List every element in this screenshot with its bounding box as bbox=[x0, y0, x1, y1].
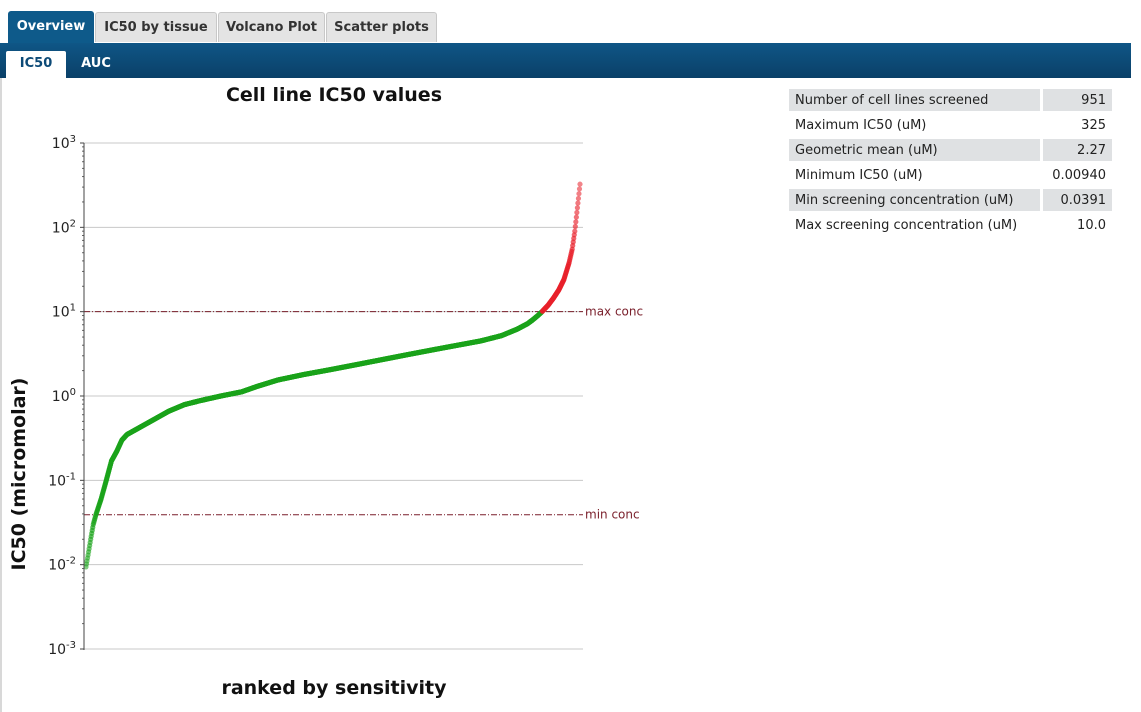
data-point bbox=[577, 181, 583, 187]
stats-label: Number of cell lines screened bbox=[789, 89, 1040, 111]
y-tick-exponent: -3 bbox=[66, 640, 76, 651]
stats-row: Max screening concentration (uM) 10.0 bbox=[789, 214, 1112, 236]
y-axis-label: IC50 (micromolar) bbox=[8, 378, 30, 571]
x-axis-label: ranked by sensitivity bbox=[221, 677, 447, 699]
y-tick-label: 102 bbox=[52, 218, 76, 236]
main-tabs: Overview IC50 by tissue Volcano Plot Sca… bbox=[0, 0, 1141, 44]
y-tick-base: 10 bbox=[52, 305, 70, 321]
data-point bbox=[574, 205, 581, 211]
y-tick-base: 10 bbox=[48, 473, 66, 489]
stats-row: Maximum IC50 (uM) 325 bbox=[789, 114, 1112, 136]
stats-table: Number of cell lines screened 951 Maximum … bbox=[789, 86, 1112, 239]
data-point bbox=[576, 191, 582, 197]
data-points bbox=[83, 181, 583, 570]
stats-value: 2.27 bbox=[1040, 139, 1112, 161]
subtab-bar: IC50 AUC bbox=[0, 43, 1131, 78]
y-tick-exponent: -2 bbox=[66, 556, 76, 567]
tab-volcano-plot[interactable]: Volcano Plot bbox=[218, 12, 325, 42]
data-point bbox=[576, 186, 583, 192]
y-tick-exponent: 2 bbox=[70, 218, 76, 229]
y-tick-exponent: -1 bbox=[66, 471, 76, 482]
y-tick-exponent: 1 bbox=[70, 303, 76, 314]
tab-overview[interactable]: Overview bbox=[8, 11, 94, 44]
stats-value: 951 bbox=[1040, 89, 1112, 111]
stats-label: Minimum IC50 (uM) bbox=[795, 167, 923, 183]
y-tick-label: 10-1 bbox=[48, 471, 76, 489]
y-tick-label: 10-2 bbox=[48, 556, 76, 574]
reference-line-label: max conc bbox=[585, 305, 643, 319]
y-tick-base: 10 bbox=[48, 558, 66, 574]
y-tick-base: 10 bbox=[52, 136, 70, 152]
data-point bbox=[572, 228, 578, 234]
stats-label: Max screening concentration (uM) bbox=[795, 217, 1018, 233]
subtab-auc[interactable]: AUC bbox=[81, 56, 111, 71]
chart-title: Cell line IC50 values bbox=[226, 84, 442, 106]
stats-label: Geometric mean (uM) bbox=[789, 139, 1040, 161]
y-tick-label: 100 bbox=[52, 387, 76, 405]
stats-row: Number of cell lines screened 951 bbox=[789, 89, 1112, 111]
reference-line-label: min conc bbox=[585, 508, 640, 522]
y-tick-exponent: 3 bbox=[70, 134, 76, 145]
tab-ic50-by-tissue[interactable]: IC50 by tissue bbox=[95, 12, 217, 42]
content-border bbox=[0, 78, 2, 712]
tab-scatter-plots[interactable]: Scatter plots bbox=[326, 12, 437, 42]
data-point bbox=[575, 200, 581, 206]
y-tick-base: 10 bbox=[52, 389, 70, 405]
stats-value: 0.00940 bbox=[1040, 164, 1112, 186]
y-tick-label: 103 bbox=[52, 134, 76, 152]
stats-label: Min screening concentration (uM) bbox=[789, 189, 1040, 211]
stats-value: 0.0391 bbox=[1040, 189, 1112, 211]
stats-row: Geometric mean (uM) 2.27 bbox=[789, 139, 1112, 161]
y-tick-label: 10-3 bbox=[48, 640, 76, 658]
y-tick-label: 101 bbox=[52, 303, 76, 321]
stats-value: 325 bbox=[1040, 114, 1112, 136]
stats-row: Min screening concentration (uM) 0.0391 bbox=[789, 189, 1112, 211]
stats-label: Maximum IC50 (uM) bbox=[795, 117, 927, 133]
ic50-chart: Cell line IC50 values IC50 (micromolar) … bbox=[8, 84, 643, 699]
data-point bbox=[575, 195, 582, 202]
data-point bbox=[573, 214, 579, 220]
y-tick-base: 10 bbox=[52, 220, 70, 236]
data-point bbox=[574, 209, 580, 216]
y-tick-exponent: 0 bbox=[70, 387, 76, 398]
data-point bbox=[573, 219, 579, 225]
grid-lines bbox=[80, 142, 583, 650]
stats-row: Minimum IC50 (uM) 0.00940 bbox=[789, 164, 1112, 186]
reference-lines: max conc min conc bbox=[84, 305, 643, 522]
data-point bbox=[572, 223, 578, 230]
subtab-ic50[interactable]: IC50 bbox=[6, 51, 66, 78]
y-tick-base: 10 bbox=[48, 642, 66, 658]
stats-value: 10.0 bbox=[1040, 214, 1112, 236]
